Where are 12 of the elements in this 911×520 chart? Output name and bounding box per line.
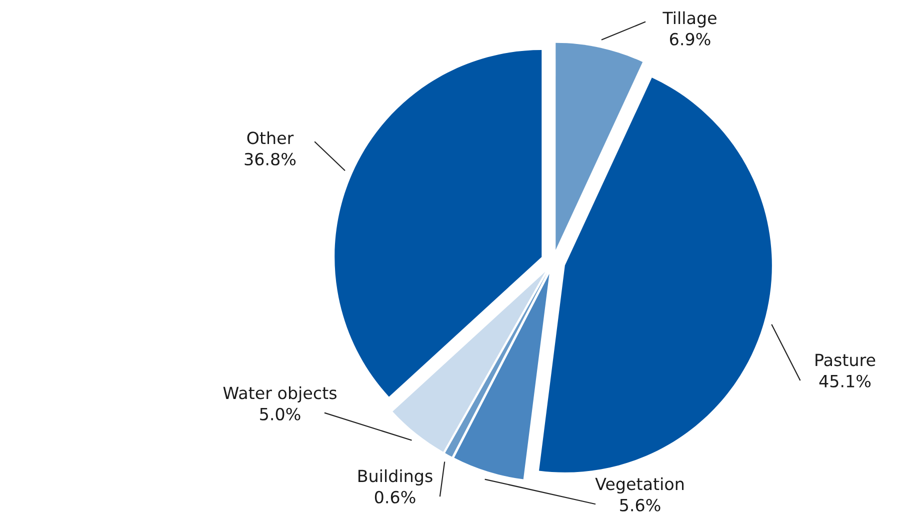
data-label: 6.9% xyxy=(670,32,710,46)
data-label: 45.1% xyxy=(819,374,871,388)
data-label: 5.0% xyxy=(260,408,300,420)
slice-label: Vegetation xyxy=(595,477,684,494)
slice-label: Buildings xyxy=(358,469,432,486)
slice-label: Pasture xyxy=(816,354,876,366)
data-label: 0.6% xyxy=(374,490,416,504)
data-label: 36.8% xyxy=(244,152,296,166)
data-label: 5.6% xyxy=(620,498,660,512)
slice-label: Tillage xyxy=(662,11,716,28)
slice-label: Water objects xyxy=(223,386,336,402)
slice-label: Other xyxy=(247,131,294,144)
